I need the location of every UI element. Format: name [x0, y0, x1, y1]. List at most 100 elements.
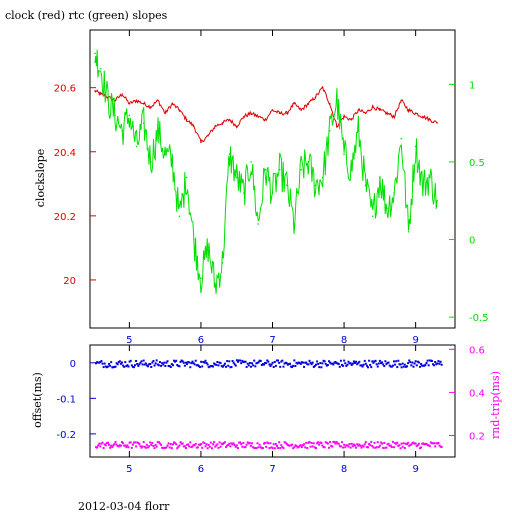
bottom-point-blue	[371, 360, 374, 363]
bottom-point-magenta	[254, 446, 257, 449]
bottom-point-blue	[117, 361, 120, 364]
bottom-point-magenta	[374, 446, 377, 449]
bottom-point-blue	[113, 365, 116, 368]
bottom-point-magenta	[149, 441, 152, 444]
bottom-y-tick-label: -0.2	[56, 430, 76, 441]
bottom-point-magenta	[157, 441, 160, 444]
bottom-point-blue	[366, 366, 369, 369]
bottom-point-blue	[174, 360, 177, 363]
bottom-point-magenta	[262, 442, 265, 445]
bottom-point-blue	[429, 359, 432, 362]
bottom-point-magenta	[128, 441, 131, 444]
bottom-point-blue	[318, 366, 321, 369]
bottom-point-magenta	[160, 443, 163, 446]
bottom-point-blue	[427, 364, 430, 367]
top-point-green	[343, 153, 345, 155]
bottom-point-magenta	[153, 447, 156, 450]
bottom-point-magenta	[428, 445, 431, 448]
bottom-point-magenta	[347, 445, 350, 448]
bottom-point-magenta	[358, 443, 361, 446]
bottom-point-magenta	[177, 445, 180, 448]
bottom-point-blue	[432, 363, 435, 366]
top-point-green	[94, 52, 96, 55]
bottom-point-magenta	[385, 446, 388, 449]
bottom-point-magenta	[251, 442, 254, 445]
top-point-green	[271, 192, 274, 194]
bottom-point-magenta	[151, 442, 154, 445]
bottom-point-magenta	[364, 441, 367, 444]
bottom-point-blue	[266, 359, 269, 362]
bottom-point-magenta	[144, 446, 147, 449]
bottom-point-blue	[207, 366, 210, 369]
bottom-point-magenta	[259, 446, 262, 449]
bottom-point-magenta	[200, 443, 203, 446]
bottom-point-blue	[426, 359, 429, 362]
bottom-point-magenta	[163, 446, 166, 449]
bottom-point-magenta	[425, 443, 428, 446]
bottom-point-blue	[138, 363, 141, 366]
bottom-point-blue	[184, 361, 187, 364]
bottom-point-magenta	[386, 443, 389, 446]
bottom-point-blue	[143, 363, 146, 366]
bottom-point-magenta	[245, 443, 248, 446]
bottom-point-blue	[240, 362, 243, 365]
bottom-point-blue	[407, 362, 410, 365]
bottom-point-magenta	[168, 446, 171, 449]
top-point-red	[386, 112, 388, 115]
bottom-point-magenta	[410, 443, 413, 446]
bottom-point-blue	[109, 364, 112, 367]
top-point-green	[150, 161, 152, 163]
bottom-point-blue	[413, 362, 416, 365]
bottom-point-magenta	[218, 441, 221, 444]
bottom-point-magenta	[368, 442, 371, 445]
bottom-point-magenta	[420, 446, 423, 449]
bottom-point-blue	[170, 363, 173, 366]
bottom-point-magenta	[376, 441, 379, 444]
top-point-red	[150, 106, 152, 108]
bottom-point-magenta	[184, 447, 187, 450]
bottom-point-magenta	[414, 442, 417, 445]
bottom-point-magenta	[115, 443, 118, 446]
bottom-point-magenta	[399, 447, 402, 450]
bottom-point-blue	[103, 362, 106, 365]
top-y2-tick-label: -0.5	[469, 313, 489, 324]
bottom-point-magenta	[394, 442, 397, 445]
bottom-point-magenta	[229, 445, 232, 448]
bottom-point-magenta	[114, 441, 117, 444]
bottom-point-magenta	[101, 441, 104, 444]
top-point-red	[207, 134, 209, 137]
bottom-point-magenta	[138, 442, 141, 445]
bottom-point-magenta	[353, 444, 356, 447]
bottom-point-magenta	[381, 442, 384, 445]
bottom-point-blue	[352, 360, 355, 363]
top-point-red	[314, 96, 317, 99]
bottom-point-blue	[102, 366, 105, 369]
bottom-point-magenta	[344, 446, 347, 449]
bottom-point-magenta	[260, 447, 263, 450]
bottom-point-blue	[345, 364, 348, 367]
bottom-point-blue	[108, 362, 111, 365]
bottom-point-blue	[201, 365, 204, 368]
bottom-point-magenta	[318, 443, 321, 446]
bottom-point-magenta	[370, 440, 373, 443]
bottom-point-blue	[213, 362, 216, 365]
bottom-point-magenta	[113, 443, 116, 446]
bottom-point-blue	[274, 364, 277, 367]
bottom-point-magenta	[109, 446, 112, 449]
bottom-point-magenta	[336, 442, 339, 445]
bottom-point-magenta	[236, 447, 239, 450]
bottom-point-magenta	[194, 442, 197, 445]
bottom-point-blue	[336, 362, 339, 365]
bottom-point-magenta	[126, 444, 129, 447]
top-point-green	[357, 130, 360, 132]
bottom-point-magenta	[282, 447, 285, 450]
bottom-point-blue	[180, 359, 183, 362]
bottom-point-magenta	[322, 446, 325, 449]
bottom-point-magenta	[246, 441, 249, 444]
bottom-point-magenta	[340, 441, 343, 444]
bottom-point-blue	[380, 362, 383, 365]
bottom-point-blue	[293, 359, 296, 362]
bottom-point-blue	[110, 361, 113, 364]
top-point-green	[142, 122, 145, 124]
bottom-point-blue	[343, 359, 346, 362]
